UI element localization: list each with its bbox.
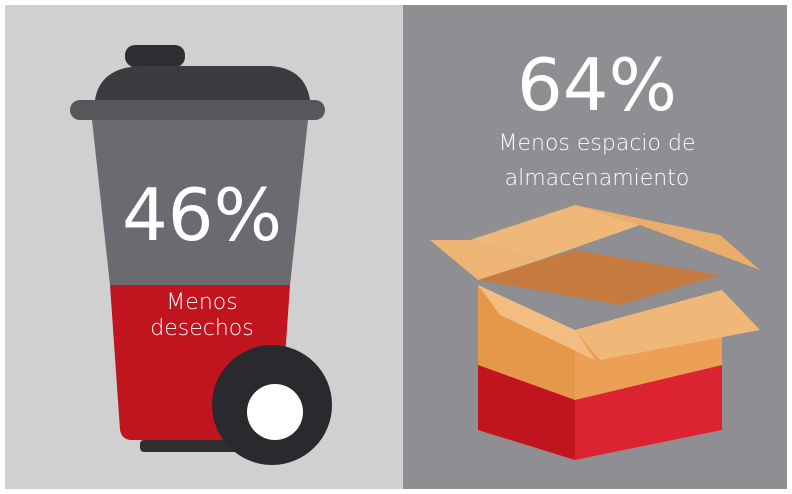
- value-text: 64%: [517, 43, 677, 127]
- label-line: desechos: [150, 316, 253, 341]
- box: [430, 205, 760, 460]
- value-text: 46%: [122, 173, 282, 257]
- label-line: almacenamiento: [505, 166, 690, 191]
- label-line: Menos espacio de: [499, 131, 696, 156]
- trash-bin: [70, 45, 332, 465]
- label-line: Menos: [166, 290, 237, 315]
